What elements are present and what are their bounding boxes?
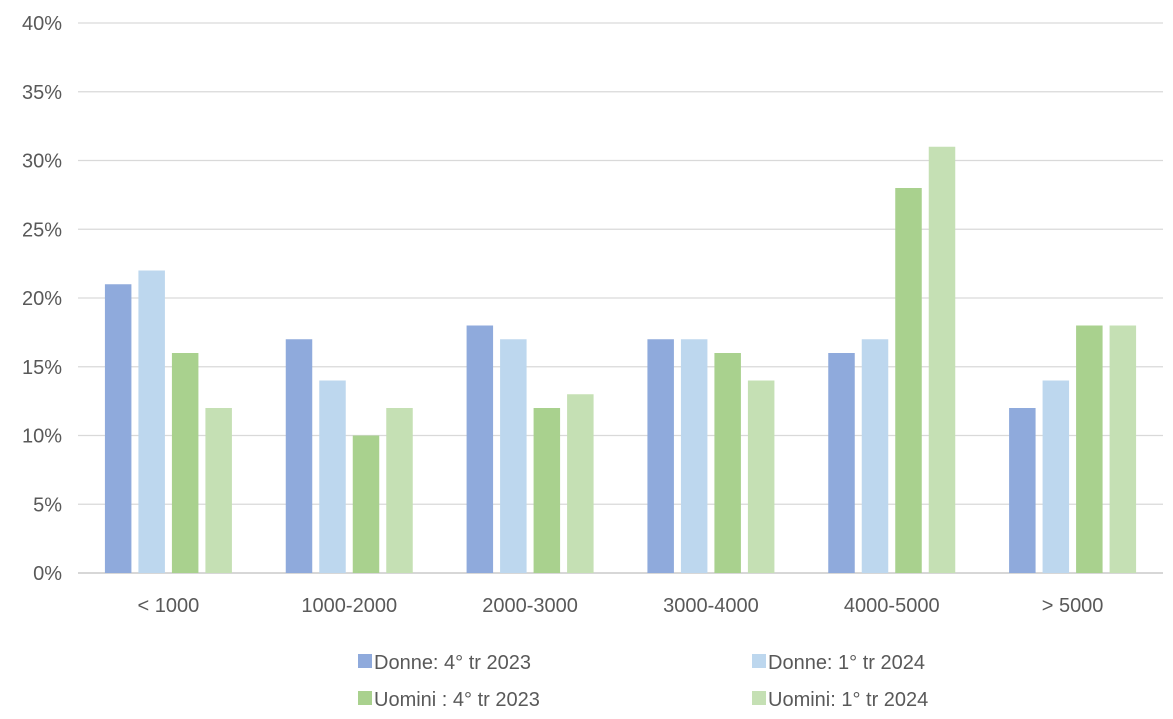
bar [466, 325, 494, 573]
bar [828, 353, 855, 573]
legend-swatch [358, 691, 372, 705]
bar [928, 146, 956, 573]
y-tick-label: 25% [22, 219, 62, 241]
legend-swatch [358, 654, 372, 668]
bar [500, 339, 527, 573]
bars [104, 146, 1137, 573]
legend-swatch [752, 654, 766, 668]
bar [647, 339, 674, 573]
x-tick-label: 3000-4000 [663, 595, 759, 617]
x-axis-tick-labels: < 1000 1000-2000 2000-3000 3000-4000 4000-50… [138, 595, 1104, 617]
y-tick-label: 30% [22, 151, 62, 173]
y-tick-label: 0% [33, 563, 62, 585]
bar [861, 339, 889, 573]
gridlines [78, 22, 1163, 574]
bar [747, 380, 775, 573]
bar [104, 284, 132, 573]
legend-label: Donne: 4° tr 2023 [374, 652, 531, 674]
y-axis-tick-labels: 0% 5% 10% 15% 20% 25% 30% 35% 40% [22, 13, 62, 585]
bar [352, 435, 380, 573]
bar [1076, 325, 1103, 573]
bar [1109, 325, 1137, 573]
x-tick-label: 1000-2000 [301, 595, 397, 617]
y-tick-label: 15% [22, 357, 62, 379]
bar [319, 380, 346, 573]
bar [138, 270, 165, 573]
legend-label: Donne: 1° tr 2024 [768, 652, 925, 674]
legend-label: Uomini: 1° tr 2024 [768, 689, 928, 711]
bar [567, 394, 594, 573]
x-tick-label: 2000-3000 [482, 595, 578, 617]
legend-swatch [752, 691, 766, 705]
bar [895, 188, 922, 573]
y-tick-label: 40% [22, 13, 62, 35]
x-tick-label: > 5000 [1042, 595, 1104, 617]
bar [680, 339, 708, 573]
x-tick-label: < 1000 [138, 595, 200, 617]
y-tick-label: 35% [22, 82, 62, 104]
y-tick-label: 10% [22, 426, 62, 448]
bar [1009, 408, 1036, 573]
bar [171, 353, 199, 573]
x-tick-label: 4000-5000 [844, 595, 940, 617]
bar [533, 408, 561, 573]
bar [714, 353, 741, 573]
bar [205, 408, 232, 573]
legend-label: Uomini : 4° tr 2023 [374, 689, 540, 711]
legend: Donne: 4° tr 2023 Donne: 1° tr 2024 Uomini… [358, 652, 928, 711]
bar [285, 339, 313, 573]
y-tick-label: 20% [22, 288, 62, 310]
y-tick-label: 5% [33, 494, 62, 516]
bar [1042, 380, 1070, 573]
bar [386, 408, 413, 573]
